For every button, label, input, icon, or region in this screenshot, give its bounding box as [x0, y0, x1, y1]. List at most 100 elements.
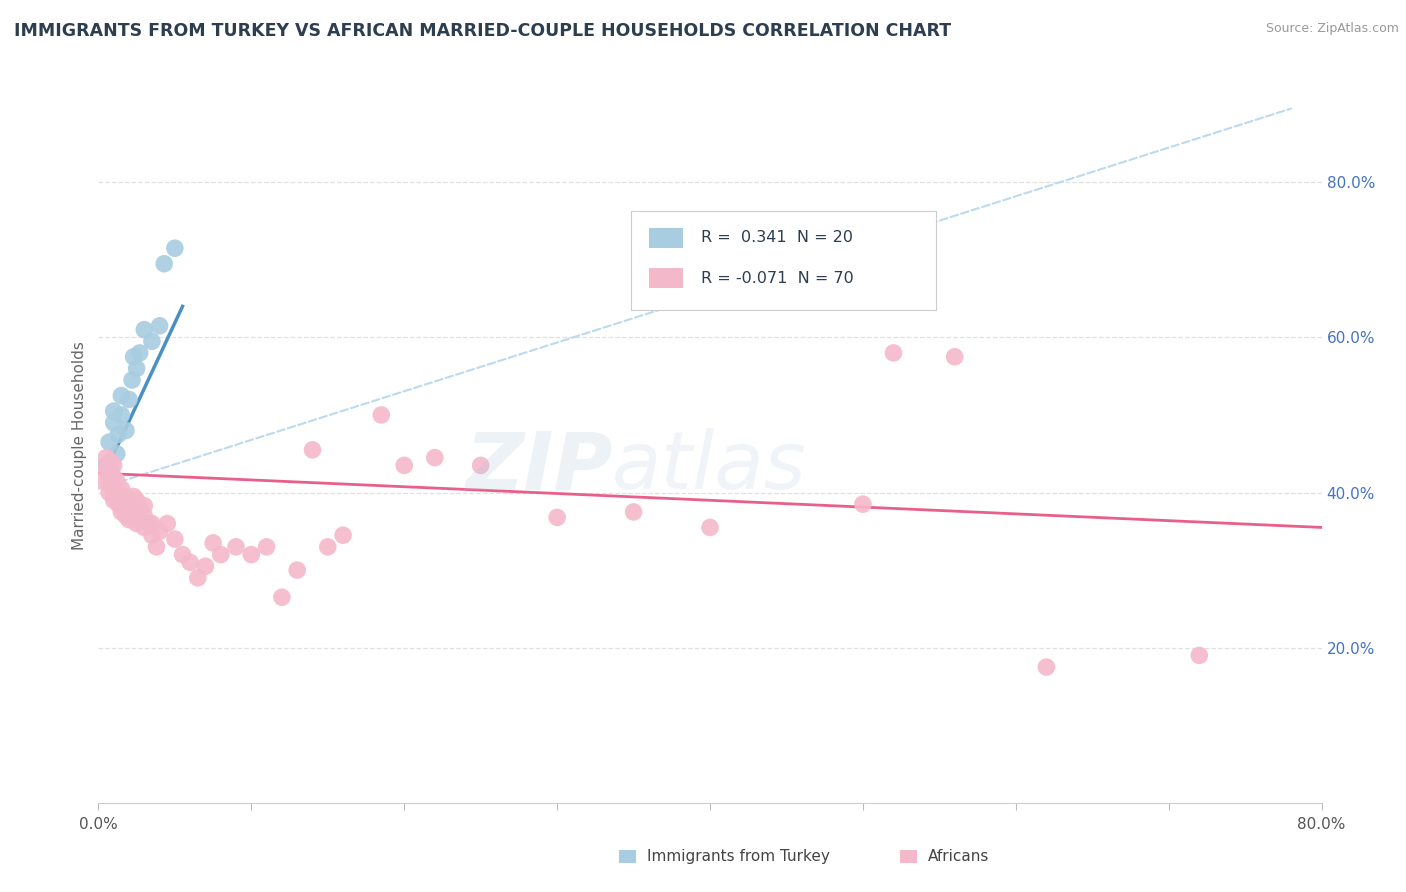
Point — [103, 458, 125, 473]
Point — [105, 485, 128, 500]
Point — [118, 513, 141, 527]
Point — [100, 462, 122, 476]
Point — [149, 524, 172, 539]
Point — [125, 516, 148, 531]
Point — [546, 510, 568, 524]
Point — [91, 474, 114, 488]
Point — [134, 323, 156, 337]
Point — [149, 318, 172, 333]
Point — [128, 501, 150, 516]
Point — [172, 548, 194, 562]
Text: atlas: atlas — [612, 428, 807, 507]
Point — [943, 350, 966, 364]
Point — [179, 555, 201, 569]
Point — [94, 450, 117, 465]
Point — [240, 548, 263, 562]
Y-axis label: Married-couple Households: Married-couple Households — [72, 342, 87, 550]
Point — [105, 447, 128, 461]
Point — [134, 499, 156, 513]
Text: Immigrants from Turkey: Immigrants from Turkey — [647, 849, 830, 863]
Point — [163, 241, 186, 255]
Point — [145, 540, 167, 554]
Text: R =  0.341  N = 20: R = 0.341 N = 20 — [702, 230, 853, 245]
Point — [115, 508, 138, 523]
Point — [98, 485, 121, 500]
Point — [103, 493, 125, 508]
Text: ZIP: ZIP — [465, 428, 612, 507]
Point — [141, 334, 163, 349]
Point — [1188, 648, 1211, 663]
Point — [110, 493, 132, 508]
Point — [370, 408, 392, 422]
Bar — [650, 227, 683, 248]
Point — [153, 257, 176, 271]
FancyBboxPatch shape — [630, 211, 936, 310]
Point — [110, 505, 132, 519]
Point — [103, 404, 125, 418]
Point — [125, 505, 148, 519]
Point — [98, 435, 121, 450]
Point — [141, 516, 163, 531]
Point — [121, 508, 143, 522]
Point — [118, 491, 141, 506]
Point — [107, 427, 129, 442]
Point — [125, 493, 148, 508]
Point — [125, 361, 148, 376]
Point — [100, 454, 122, 468]
Point — [209, 548, 232, 562]
Point — [107, 485, 129, 500]
Point — [134, 520, 156, 534]
Point — [202, 536, 225, 550]
Point — [112, 501, 135, 516]
Text: Source: ZipAtlas.com: Source: ZipAtlas.com — [1265, 22, 1399, 36]
Point — [470, 458, 492, 473]
Point — [423, 450, 446, 465]
Point — [128, 513, 150, 527]
Point — [790, 237, 813, 252]
Point — [122, 490, 145, 504]
Point — [105, 474, 128, 488]
Point — [110, 408, 132, 422]
Point — [107, 497, 129, 511]
Point — [332, 528, 354, 542]
Point — [121, 373, 143, 387]
Point — [225, 540, 247, 554]
Point — [256, 540, 278, 554]
Point — [103, 416, 125, 430]
Bar — [650, 268, 683, 288]
Point — [94, 458, 117, 473]
Point — [141, 528, 163, 542]
Point — [115, 424, 138, 438]
Point — [112, 490, 135, 504]
Point — [187, 571, 209, 585]
Point — [270, 591, 292, 605]
Text: R = -0.071  N = 70: R = -0.071 N = 70 — [702, 271, 855, 285]
Point — [699, 520, 721, 534]
Point — [103, 470, 125, 484]
Point — [118, 392, 141, 407]
Point — [134, 508, 156, 523]
Point — [122, 350, 145, 364]
Point — [94, 462, 117, 476]
Point — [110, 482, 132, 496]
Text: IMMIGRANTS FROM TURKEY VS AFRICAN MARRIED-COUPLE HOUSEHOLDS CORRELATION CHART: IMMIGRANTS FROM TURKEY VS AFRICAN MARRIE… — [14, 22, 952, 40]
Point — [110, 388, 132, 402]
Point — [285, 563, 308, 577]
Point — [883, 346, 905, 360]
Point — [1035, 660, 1057, 674]
Point — [163, 532, 186, 546]
Point — [852, 497, 875, 511]
Point — [301, 442, 323, 457]
Point — [115, 497, 138, 511]
Point — [98, 474, 121, 488]
Point — [100, 466, 122, 480]
Point — [194, 559, 217, 574]
Point — [316, 540, 339, 554]
Point — [128, 346, 150, 360]
Point — [392, 458, 416, 473]
Point — [118, 502, 141, 516]
Point — [121, 497, 143, 511]
Text: Africans: Africans — [928, 849, 990, 863]
Point — [138, 516, 160, 531]
Point — [156, 516, 179, 531]
